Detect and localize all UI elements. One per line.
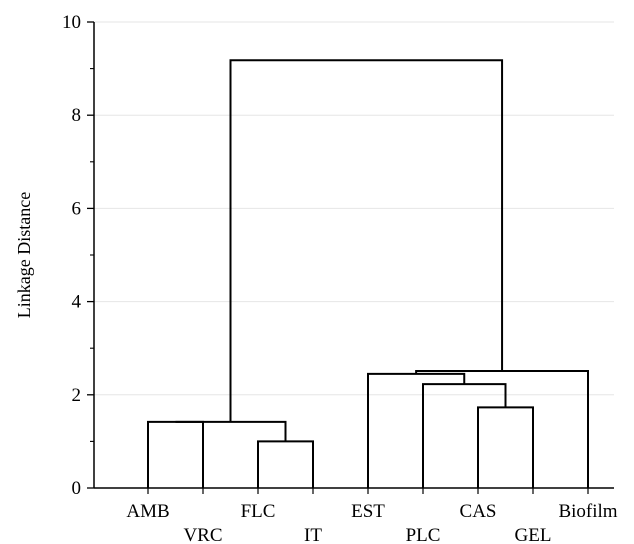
leaf-label-vrc: VRC [183,525,222,544]
axes [93,22,614,489]
dendrogram-link-4 [477,406,534,488]
dendrogram-link-8 [229,59,504,422]
dendrogram-link-7 [415,370,589,488]
leaf-labels: AMB VRC FLC IT EST PLC CAS GEL Biofilm [126,488,618,544]
leaf-label-gel: GEL [515,525,552,544]
dendrogram-link-5 [422,383,507,488]
dendrogram-link-1 [257,440,314,488]
y-tick-label: 2 [72,385,82,406]
leaf-label-plc: PLC [406,525,441,544]
dendrogram-links [147,59,589,488]
gridlines [94,21,614,396]
dendrogram-link-6 [367,372,466,488]
leaf-label-est: EST [351,501,385,522]
leaf-label-cas: CAS [460,501,497,522]
y-tick-label: 8 [72,105,82,126]
leaf-label-biofilm: Biofilm [558,501,617,522]
leaf-label-amb: AMB [126,501,169,522]
leaf-label-it: IT [304,525,322,544]
y-tick-label: 10 [62,12,81,33]
leaf-label-flc: FLC [241,501,276,522]
dendrogram-link-3 [175,420,287,442]
y-axis-label: Linkage Distance [14,192,34,318]
y-ticks: 0 2 4 6 8 10 [62,12,94,499]
y-tick-label: 0 [72,478,82,499]
y-tick-label: 6 [72,198,82,219]
dendrogram-link-2 [147,420,204,488]
y-tick-label: 4 [72,292,82,313]
